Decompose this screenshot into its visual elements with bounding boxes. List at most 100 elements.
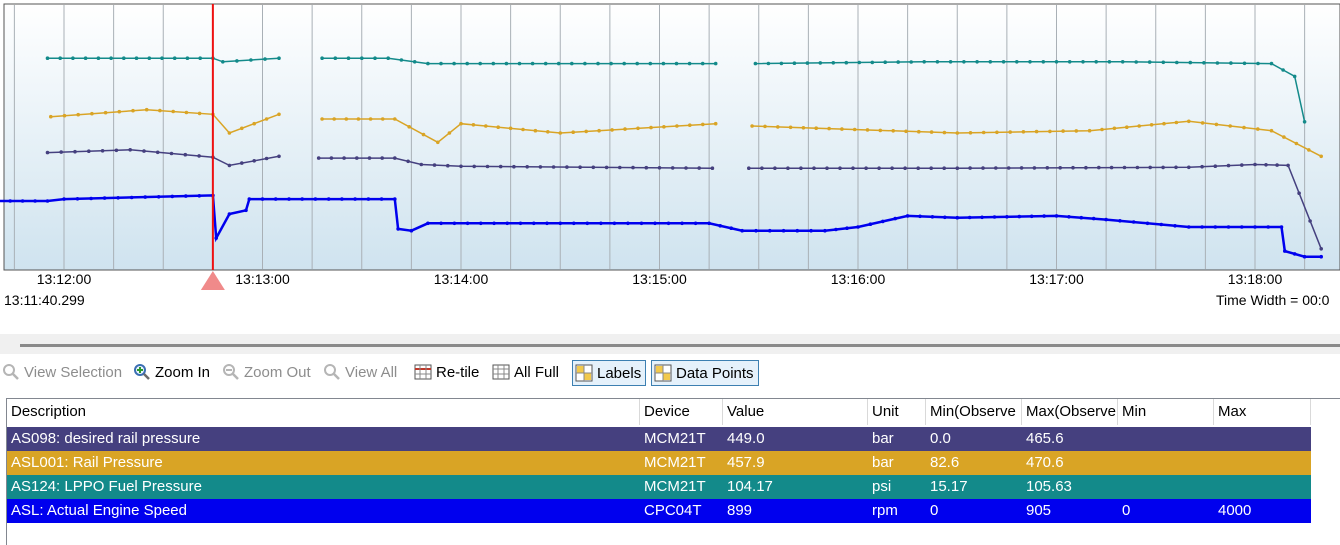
data-point	[674, 61, 679, 66]
data-point	[1104, 217, 1108, 222]
data-point	[240, 126, 244, 131]
data-point	[1269, 61, 1274, 66]
cell-value: 457.9	[727, 454, 765, 471]
zoom-in-button[interactable]: Zoom In	[133, 359, 210, 385]
series-asl[interactable]	[0, 193, 1323, 259]
col-header-description[interactable]: Description	[7, 399, 640, 425]
data-point	[184, 110, 189, 115]
data-point	[1282, 135, 1286, 139]
view-all-button[interactable]: View All	[323, 359, 397, 385]
series-line[interactable]	[755, 61, 1306, 122]
col-header-value[interactable]: Value	[723, 399, 868, 425]
cell-unit: bar	[872, 454, 894, 471]
data-point	[287, 197, 291, 201]
table-row[interactable]: ASL: Actual Engine Speed CPC04T 899 rpm 0 905…	[7, 499, 1311, 523]
data-point	[1045, 166, 1050, 170]
data-point	[1094, 60, 1098, 64]
data-point	[492, 221, 496, 226]
data-point	[981, 130, 986, 135]
data-point	[1074, 129, 1079, 133]
data-point	[763, 124, 767, 129]
data-point	[264, 156, 269, 161]
data-point	[747, 166, 751, 170]
data-point	[572, 221, 576, 226]
data-point	[1001, 60, 1006, 64]
data-point	[87, 149, 91, 153]
data-point	[1302, 120, 1307, 124]
col-header-min[interactable]: Min	[1118, 399, 1214, 425]
data-point	[1292, 74, 1297, 79]
magnifier-icon	[323, 363, 341, 381]
data-point	[478, 61, 483, 66]
data-point	[766, 61, 771, 66]
series-as098[interactable]	[45, 148, 1323, 251]
data-point	[144, 107, 149, 112]
data-point	[750, 124, 754, 128]
data-point	[570, 61, 574, 66]
data-point	[396, 227, 400, 231]
col-header-max[interactable]: Max	[1214, 399, 1311, 425]
series-line[interactable]	[748, 163, 1322, 250]
all-full-button[interactable]: All Full	[492, 359, 559, 385]
table-row[interactable]: AS098: desired rail pressure MCM21T 449.0 b…	[7, 427, 1311, 451]
data-point	[609, 61, 613, 66]
trend-chart[interactable]: 13:12:00 13:13:00 13:14:00 13:15:00 13:16:00…	[0, 0, 1340, 310]
labels-icon	[575, 364, 593, 382]
data-point	[1028, 60, 1032, 64]
data-point	[1120, 60, 1125, 64]
data-point	[426, 61, 430, 66]
view-selection-button[interactable]: View Selection	[2, 359, 122, 385]
data-point	[360, 56, 364, 60]
data-point	[1256, 127, 1260, 131]
data-point	[498, 164, 503, 169]
data-point	[1161, 165, 1165, 170]
data-point	[799, 166, 803, 170]
data-point	[903, 166, 907, 170]
data-point	[1187, 225, 1191, 229]
labels-toggle[interactable]: Labels	[572, 360, 647, 386]
data-point	[62, 113, 67, 118]
data-point	[955, 215, 960, 220]
data-point	[1307, 148, 1311, 152]
data-point	[905, 214, 910, 218]
col-header-min-observed[interactable]: Min(Observe	[926, 399, 1022, 425]
data-point	[380, 117, 385, 121]
scrollbar-thumb[interactable]	[20, 344, 1340, 347]
data-point	[1135, 165, 1140, 170]
data-point	[1048, 129, 1052, 134]
series-as124[interactable]	[45, 56, 1307, 124]
data-point	[967, 215, 972, 220]
time-cursor-handle[interactable]	[200, 271, 225, 290]
table-row[interactable]: AS124: LPPO Fuel Pressure MCM21T 104.17 psi…	[7, 475, 1311, 499]
data-point	[1109, 165, 1114, 170]
data-point	[1071, 165, 1075, 170]
chart-plot[interactable]	[0, 0, 1340, 300]
data-point	[313, 197, 318, 201]
data-point	[1042, 214, 1046, 218]
data-point	[571, 130, 575, 134]
data-point	[320, 117, 324, 121]
data-points-icon	[654, 364, 672, 382]
table-row[interactable]: ASL001: Rail Pressure MCM21T 457.9 bar 82.6 4…	[7, 451, 1311, 475]
cell-unit: bar	[872, 430, 894, 447]
retile-button[interactable]: Re-tile	[414, 359, 479, 385]
zoom-out-button[interactable]: Zoom Out	[222, 359, 311, 385]
data-point	[697, 166, 701, 170]
data-point	[981, 166, 985, 170]
data-point	[1017, 214, 1022, 219]
data-point	[662, 125, 666, 129]
col-header-unit[interactable]: Unit	[868, 399, 926, 425]
data-point	[610, 128, 614, 132]
data-point	[342, 156, 346, 160]
data-point	[446, 163, 450, 168]
data-point	[465, 61, 470, 66]
data-point	[955, 166, 960, 170]
data-points-toggle[interactable]: Data Points	[651, 360, 759, 386]
cell-unit: rpm	[872, 502, 898, 519]
data-point	[1228, 124, 1232, 128]
data-point	[975, 60, 979, 64]
data-point	[122, 56, 126, 60]
col-header-device[interactable]: Device	[640, 399, 723, 425]
data-point	[585, 221, 590, 226]
col-header-max-observed[interactable]: Max(Observe	[1022, 399, 1118, 425]
